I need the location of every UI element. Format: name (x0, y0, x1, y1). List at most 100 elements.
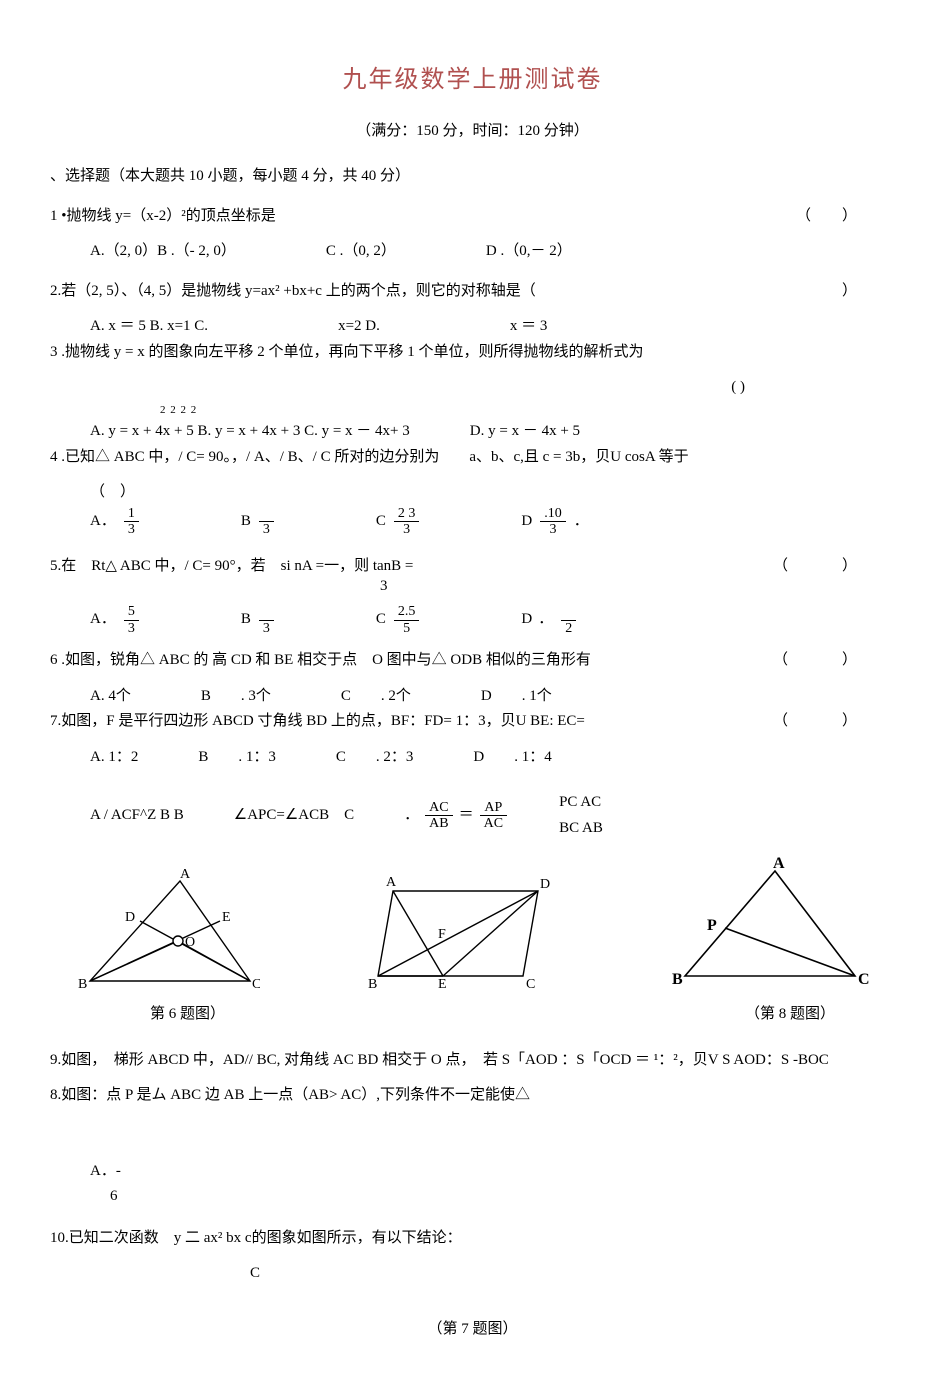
fig7-B: B (368, 977, 377, 992)
q8-stem: 8.如图：点 P 是ム ABC 边 AB 上一点（AB> AC）,下列条件不一定… (50, 1087, 530, 1103)
q4-a-den: 3 (124, 522, 139, 537)
q1-opt-c: C .（0, 2） (326, 239, 396, 265)
q3-opt-abc: A. y = x + 4x + 5 B. y = x + 4x + 3 C. y… (90, 419, 410, 445)
q1-opt-d: D .（0,－ 2） (486, 239, 572, 265)
q8-opt-c-dot: ． (404, 803, 419, 829)
q5-paren: （ ） (773, 554, 865, 580)
q5-d-den: 2 (561, 621, 576, 636)
q2-options: A. x ＝ 5 B. x=1 C. x=2 D. x ＝ 3 (50, 314, 895, 340)
q8-c-f2n: AP (480, 800, 507, 816)
question-7: 7.如图，F 是平行四边形 ABCD 寸角线 BD 上的点，BF：FD= 1：3… (50, 709, 895, 735)
fig8-C: C (858, 971, 870, 988)
q5-opt-b: B 3 (241, 604, 276, 636)
q8-option-line: A / ACF^Z B B ∠APC=∠ACB C ． ACAB ＝ APAC … (50, 790, 895, 841)
question-3: 3 .抛物线 y = x 的图象向左平移 2 个单位，再向下平移 1 个单位，则… (50, 340, 895, 366)
q7-opt-d: D . 1：4 (473, 745, 551, 771)
q4-opt-d: D .103 ． (521, 506, 588, 538)
fig8-B: B (672, 971, 683, 988)
q4-opt-a: A． 13 (90, 506, 141, 538)
q3-opt-d: D. y = x － 4x + 5 (470, 419, 580, 445)
figure-q8: A B C P (655, 856, 875, 996)
fig7-E: E (438, 977, 447, 992)
fig7-F: F (438, 927, 446, 942)
q4-d-den: 3 (540, 522, 566, 537)
q7-opt-a: A. 1：2 (90, 745, 138, 771)
q5-d-num (561, 604, 576, 620)
figures-row: A B C D E O A B C D E F A B C P (70, 856, 875, 996)
figure-captions: 第 6 题图） （第 8 题图） (150, 1002, 835, 1028)
q2-opt-c: x=2 D. (338, 314, 380, 340)
q8-opt-a-frac: A．- 6 (50, 1159, 895, 1210)
question-4: 4 .已知△ ABC 中，/ C= 90。，/ A、/ B、/ C 所对的边分别… (50, 445, 895, 471)
q10-c: C (50, 1261, 895, 1287)
q5-c-num: 2.5 (394, 604, 420, 620)
fig8-A: A (773, 856, 785, 872)
q8-c-f2d: AC (480, 816, 507, 831)
fig6-C: C (252, 977, 260, 992)
q5-a-den: 3 (124, 621, 139, 636)
q7-stem: 7.如图，F 是平行四边形 ABCD 寸角线 BD 上的点，BF：FD= 1：3… (50, 713, 585, 729)
q4-b-den: 3 (259, 522, 274, 537)
q8-opt-c: ． ACAB ＝ APAC (404, 800, 509, 832)
q3-options: A. y = x + 4x + 5 B. y = x + 4x + 3 C. y… (50, 419, 895, 445)
q1-opt-ab: A.（2, 0）B .（- 2, 0） (90, 239, 236, 265)
q8a-label: A．- (90, 1163, 121, 1179)
figure-q6: A B C D E O (70, 866, 260, 996)
q4-options: A． 13 B 3 C 2 33 D .103 ． (50, 506, 895, 538)
fig7-C: C (526, 977, 535, 992)
q4-d-dot: ． (574, 509, 589, 535)
q2-stem: 2.若（2, 5）、（4, 5）是抛物线 y=ax² +bx+c 上的两个点，则… (50, 283, 536, 299)
fig8-caption: （第 8 题图） (745, 1002, 835, 1028)
q8-opt-b: ∠APC=∠ACB C (234, 803, 354, 829)
q2-paren: ） (842, 279, 865, 305)
q5-c-label: C (376, 607, 386, 633)
fig6-O: O (185, 935, 195, 950)
q9-stem: 9.如图， 梯形 ABCD 中，AD// BC, 对角线 AC BD 相交于 O… (50, 1052, 829, 1068)
q4-c-num: 2 3 (394, 506, 420, 522)
q5-stem-den: 3 (50, 579, 895, 594)
q1-stem: 1 •抛物线 y=（x-2）²的顶点坐标是 (50, 208, 276, 224)
q4-a-num: 1 (124, 506, 139, 522)
q4-paren: （ ） (50, 480, 895, 506)
q2-opt-d: x ＝ 3 (510, 314, 548, 340)
q3-paren: ( ) (50, 375, 895, 401)
q5-opt-a: A． 53 (90, 604, 141, 636)
q5-opt-c: C 2.55 (376, 604, 422, 636)
q8-c-eq: ＝ (459, 803, 474, 829)
q6-paren: （ ） (773, 648, 865, 674)
q4-d-num: .10 (540, 506, 566, 522)
q4-a-label: A． (90, 509, 116, 535)
question-8: 8.如图：点 P 是ム ABC 边 AB 上一点（AB> AC）,下列条件不一定… (50, 1083, 895, 1109)
q7-opt-b: B . 1：3 (198, 745, 276, 771)
q8-opt-a: A / ACF^Z B B (90, 803, 184, 829)
question-10: 10.已知二次函数 y 二 ax² bx c的图象如图所示，有以下结论： (50, 1226, 895, 1252)
section-heading: 、选择题（本大题共 10 小题，每小题 4 分，共 40 分） (50, 164, 895, 190)
q5-d-dot: ． (538, 607, 553, 633)
q4-c-label: C (376, 509, 386, 535)
q6-opt-c: C . 2个 (341, 684, 411, 710)
q8a-den: 6 (90, 1184, 895, 1210)
q4-d-label: D (521, 509, 532, 535)
q7-paren: （ ） (773, 709, 865, 735)
q5-c-den: 5 (394, 621, 420, 636)
fig7-D: D (540, 877, 550, 892)
q4-c-den: 3 (394, 522, 420, 537)
fig7-A: A (386, 875, 397, 890)
question-1: 1 •抛物线 y=（x-2）²的顶点坐标是 （ ） (50, 204, 895, 230)
q6-options: A. 4个 B . 3个 C . 2个 D . 1个 (50, 684, 895, 710)
q6-opt-a: A. 4个 (90, 684, 131, 710)
fig6-D: D (125, 910, 135, 925)
q3-stem: 3 .抛物线 y = x 的图象向左平移 2 个单位，再向下平移 1 个单位，则… (50, 344, 643, 360)
q8-c-f1n: AC (425, 800, 452, 816)
q5-b-den: 3 (259, 621, 274, 636)
q1-options: A.（2, 0）B .（- 2, 0） C .（0, 2） D .（0,－ 2） (50, 239, 895, 265)
q8-opt-d: PC AC BC AB (559, 790, 603, 841)
q2-opt-ab: A. x ＝ 5 B. x=1 C. (90, 314, 208, 340)
q4-b-num (259, 506, 274, 522)
question-9: 9.如图， 梯形 ABCD 中，AD// BC, 对角线 AC BD 相交于 O… (50, 1048, 895, 1074)
q5-b-label: B (241, 607, 251, 633)
q5-options: A． 53 B 3 C 2.55 D ． 2 (50, 604, 895, 636)
q4-stem: 4 .已知△ ABC 中，/ C= 90。，/ A、/ B、/ C 所对的边分别… (50, 449, 689, 465)
q5-d-label: D (521, 607, 532, 633)
question-6: 6 .如图，锐角△ ABC 的 高 CD 和 BE 相交于点 O 图中与△ OD… (50, 648, 895, 674)
